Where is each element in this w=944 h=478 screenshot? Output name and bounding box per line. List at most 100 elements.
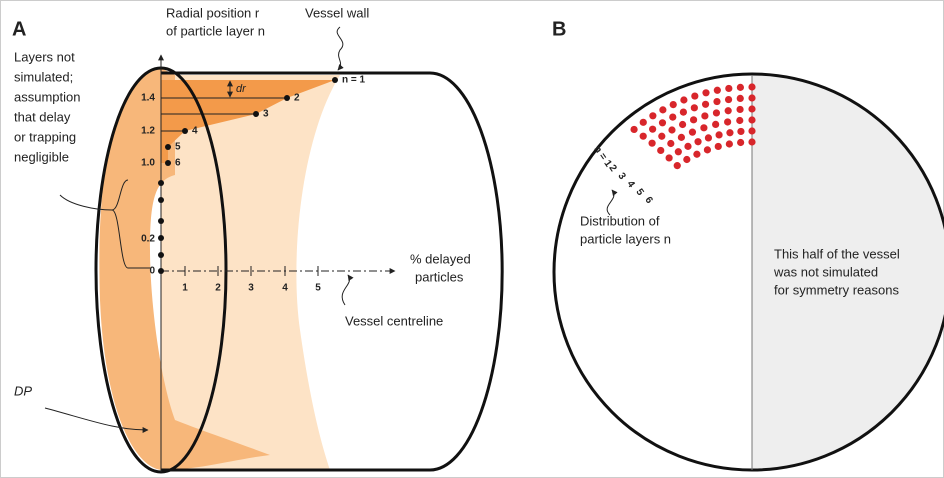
annotation: was not simulated <box>773 264 878 279</box>
particle-dot <box>737 139 744 146</box>
particle-dot <box>691 104 698 111</box>
particle-dot <box>712 121 719 128</box>
particle-dot <box>748 127 755 134</box>
particle-dot <box>702 89 709 96</box>
particle-dot <box>748 83 755 90</box>
particle-dot <box>702 101 709 108</box>
particle-dot <box>748 105 755 112</box>
layer-labels: n = 1 2 3 4 5 6 <box>591 144 654 206</box>
particle-dot <box>649 112 656 119</box>
axis-title: Radial position r <box>166 5 260 20</box>
wall-pointer <box>337 27 343 70</box>
particle-dot <box>713 109 720 116</box>
dr-label: dr <box>236 83 247 95</box>
layer-label: 3 <box>615 171 627 182</box>
tick-label: 0 <box>149 266 155 277</box>
particle-dot <box>689 129 696 136</box>
annotation: Vessel wall <box>305 5 369 20</box>
note-line: simulated; <box>14 69 73 84</box>
particle-dot <box>669 113 676 120</box>
particle-dot <box>659 119 666 126</box>
layer-label: n = 1 <box>342 75 366 86</box>
particle-dot <box>748 94 755 101</box>
distribution-pointer <box>607 190 614 215</box>
layer-label: 5 <box>175 142 181 153</box>
layer-label: 6 <box>642 195 654 206</box>
tick-label: 3 <box>248 283 254 294</box>
particle-dot <box>640 133 647 140</box>
particle-dot <box>640 119 647 126</box>
particle-dot <box>748 138 755 145</box>
annotation: Vessel centreline <box>345 313 443 328</box>
panel-label: B <box>552 18 566 40</box>
particle-dot <box>680 96 687 103</box>
particle-dot <box>737 84 744 91</box>
particle-dot <box>714 87 721 94</box>
particle-dot <box>726 129 733 136</box>
particle-dot <box>725 107 732 114</box>
particle-dot <box>737 95 744 102</box>
dp-label: DP <box>14 383 32 398</box>
particle-dot <box>693 151 700 158</box>
particle-dot <box>705 134 712 141</box>
particle-dot <box>648 140 655 147</box>
particle-dot <box>694 138 701 145</box>
particle-dot <box>713 98 720 105</box>
centreline-pointer <box>342 275 349 305</box>
figure: A Radial position r of particle layer n … <box>0 0 944 478</box>
particle-dot <box>684 143 691 150</box>
particle-dot <box>666 154 673 161</box>
particle-dot <box>701 112 708 119</box>
particle-dot <box>649 126 656 133</box>
particle-dot <box>736 117 743 124</box>
tick-label: 4 <box>282 283 288 294</box>
particle-dot <box>679 121 686 128</box>
particle-dot <box>667 140 674 147</box>
note-line: negligible <box>14 149 69 164</box>
particle-dot <box>700 124 707 131</box>
layer-label: 2 <box>294 93 300 104</box>
particle-dot <box>725 96 732 103</box>
particle-dot <box>678 134 685 141</box>
particle-dot <box>715 143 722 150</box>
panel-label: A <box>12 18 26 40</box>
layer-label: 6 <box>175 158 181 169</box>
particle-dot <box>657 147 664 154</box>
layer-label: 5 <box>633 187 645 198</box>
particle-dot <box>675 148 682 155</box>
particle-dot <box>680 108 687 115</box>
tick-label: 1.2 <box>141 126 155 137</box>
tick-label: 1.4 <box>141 93 155 104</box>
particle-dot <box>683 156 690 163</box>
note-line: Layers not <box>14 49 75 64</box>
particle-dot <box>668 126 675 133</box>
annotation: particle layers n <box>580 231 671 246</box>
particle-dot <box>658 133 665 140</box>
particle-dot <box>674 162 681 169</box>
note-line: or trapping <box>14 129 76 144</box>
axis-title: % delayed <box>410 251 471 266</box>
annotation: for symmetry reasons <box>774 282 899 297</box>
annotation: This half of the vessel <box>774 246 900 261</box>
annotation: Distribution of <box>580 213 660 228</box>
particle-dot <box>736 106 743 113</box>
particle-dot <box>704 146 711 153</box>
tick-label: 2 <box>215 283 221 294</box>
particle-dot <box>670 101 677 108</box>
tick-label: 1.0 <box>141 158 155 169</box>
layer-label: 4 <box>192 126 198 137</box>
particle-dot <box>659 106 666 113</box>
particle-dot <box>691 92 698 99</box>
particle-dot <box>630 126 637 133</box>
particle-dot <box>715 131 722 138</box>
axis-title: of particle layer n <box>166 23 265 38</box>
note-line: that delay <box>14 109 71 124</box>
note-line: assumption <box>14 89 80 104</box>
particle-dots <box>630 83 755 169</box>
particle-dot <box>724 118 731 125</box>
tick-label: 1 <box>182 283 188 294</box>
axis-title: particles <box>415 269 464 284</box>
particle-dot <box>748 116 755 123</box>
particle-dot <box>737 128 744 135</box>
particle-dot <box>690 116 697 123</box>
